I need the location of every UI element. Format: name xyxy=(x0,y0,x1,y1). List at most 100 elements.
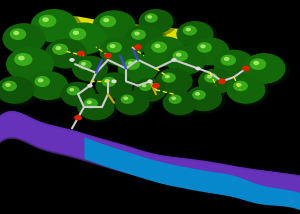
Circle shape xyxy=(13,31,19,35)
Circle shape xyxy=(253,61,259,65)
Circle shape xyxy=(6,47,54,81)
Circle shape xyxy=(164,91,201,117)
Circle shape xyxy=(183,25,197,36)
Circle shape xyxy=(102,77,116,87)
Circle shape xyxy=(102,38,145,68)
Circle shape xyxy=(250,58,266,70)
Circle shape xyxy=(79,95,118,123)
Circle shape xyxy=(0,76,34,104)
Circle shape xyxy=(171,97,176,100)
Circle shape xyxy=(176,21,214,48)
Circle shape xyxy=(30,72,73,103)
Circle shape xyxy=(145,13,158,23)
Circle shape xyxy=(242,66,250,71)
Circle shape xyxy=(127,26,167,55)
Circle shape xyxy=(64,24,111,57)
Circle shape xyxy=(69,58,75,62)
Circle shape xyxy=(152,83,160,88)
Circle shape xyxy=(200,45,206,48)
Circle shape xyxy=(121,95,134,104)
Circle shape xyxy=(45,39,87,68)
Circle shape xyxy=(100,15,116,27)
Circle shape xyxy=(38,78,43,82)
Circle shape xyxy=(116,91,153,117)
Circle shape xyxy=(142,84,146,87)
Circle shape xyxy=(198,68,234,94)
Circle shape xyxy=(87,84,93,88)
Circle shape xyxy=(31,9,77,42)
Circle shape xyxy=(165,75,170,78)
Circle shape xyxy=(166,45,206,74)
Circle shape xyxy=(144,36,186,66)
Circle shape xyxy=(61,22,106,55)
Circle shape xyxy=(163,90,197,115)
Circle shape xyxy=(74,115,82,120)
Circle shape xyxy=(115,90,149,115)
Circle shape xyxy=(154,44,160,48)
Circle shape xyxy=(100,37,140,66)
Circle shape xyxy=(195,92,200,96)
Circle shape xyxy=(67,86,80,95)
Circle shape xyxy=(92,10,136,41)
Circle shape xyxy=(14,53,32,66)
Circle shape xyxy=(131,29,146,40)
Circle shape xyxy=(229,77,269,106)
Circle shape xyxy=(192,90,206,100)
Circle shape xyxy=(56,46,62,50)
Circle shape xyxy=(128,61,134,65)
Circle shape xyxy=(5,83,11,87)
Circle shape xyxy=(2,81,17,91)
Circle shape xyxy=(18,56,25,60)
Circle shape xyxy=(224,57,230,61)
Circle shape xyxy=(95,72,133,99)
Circle shape xyxy=(105,79,110,83)
Circle shape xyxy=(193,39,233,68)
Circle shape xyxy=(94,11,140,44)
Circle shape xyxy=(218,79,226,84)
Circle shape xyxy=(104,53,112,58)
Circle shape xyxy=(123,97,128,100)
Circle shape xyxy=(87,100,92,104)
Circle shape xyxy=(0,77,38,106)
Circle shape xyxy=(106,42,122,53)
Circle shape xyxy=(124,59,140,70)
Circle shape xyxy=(33,10,82,45)
Circle shape xyxy=(124,25,164,52)
Circle shape xyxy=(155,68,193,95)
Circle shape xyxy=(214,50,254,79)
Circle shape xyxy=(242,53,286,84)
Circle shape xyxy=(139,82,152,91)
Circle shape xyxy=(47,40,91,71)
Circle shape xyxy=(190,37,230,65)
Circle shape xyxy=(207,75,212,79)
Circle shape xyxy=(61,82,95,107)
Circle shape xyxy=(140,10,177,36)
Circle shape xyxy=(77,51,85,56)
Circle shape xyxy=(200,69,238,96)
Circle shape xyxy=(204,73,218,83)
Circle shape xyxy=(244,54,290,86)
Circle shape xyxy=(42,17,49,22)
Circle shape xyxy=(78,60,92,70)
Circle shape xyxy=(97,73,136,101)
Circle shape xyxy=(73,31,79,35)
Circle shape xyxy=(139,9,173,34)
Circle shape xyxy=(34,76,50,87)
Circle shape xyxy=(10,28,26,40)
Circle shape xyxy=(52,44,68,55)
Circle shape xyxy=(135,79,170,104)
Circle shape xyxy=(77,94,115,120)
Circle shape xyxy=(178,22,217,50)
Circle shape xyxy=(195,67,201,70)
Circle shape xyxy=(69,88,74,91)
Circle shape xyxy=(134,32,140,36)
Circle shape xyxy=(236,83,242,87)
Circle shape xyxy=(197,42,212,53)
Circle shape xyxy=(171,58,177,62)
Circle shape xyxy=(134,44,142,50)
Circle shape xyxy=(176,53,182,57)
Circle shape xyxy=(2,23,46,54)
Circle shape xyxy=(103,18,109,22)
Circle shape xyxy=(151,42,167,53)
Circle shape xyxy=(226,76,266,104)
